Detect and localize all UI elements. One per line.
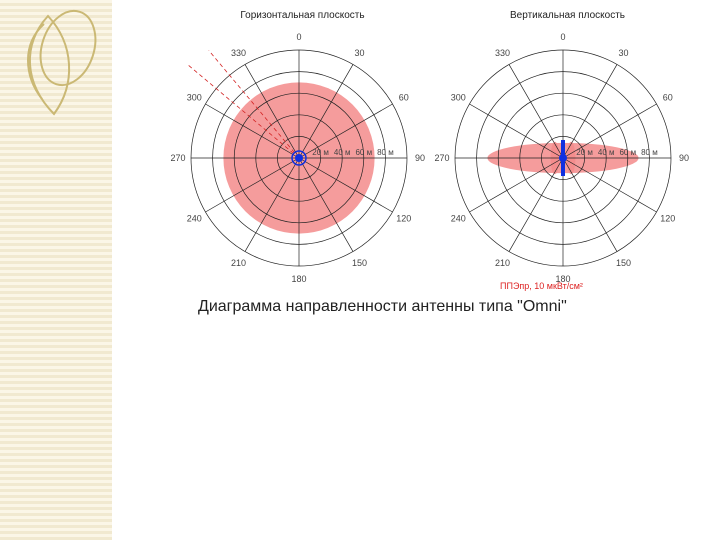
polar-vertical-svg: 030609012015018021024027030033020 м40 м6…: [438, 30, 688, 280]
polar-horizontal-svg: 030609012015018021024027030033020 м40 м6…: [174, 30, 424, 280]
polar-vertical: 030609012015018021024027030033020 м40 м6…: [438, 30, 688, 280]
svg-text:0: 0: [296, 32, 301, 42]
svg-text:60: 60: [399, 93, 409, 103]
svg-text:330: 330: [231, 48, 246, 58]
svg-text:210: 210: [495, 258, 510, 268]
svg-text:300: 300: [451, 93, 466, 103]
svg-text:40 м: 40 м: [598, 148, 615, 157]
svg-text:80 м: 80 м: [641, 148, 658, 157]
caption: Диаграмма направленности антенны типа "O…: [198, 296, 628, 318]
svg-text:180: 180: [291, 274, 306, 284]
svg-text:60: 60: [663, 93, 673, 103]
svg-text:30: 30: [354, 48, 364, 58]
svg-text:120: 120: [660, 214, 675, 224]
svg-text:0: 0: [560, 32, 565, 42]
svg-text:60 м: 60 м: [619, 148, 636, 157]
svg-text:150: 150: [352, 258, 367, 268]
leaf-decoration: [4, 4, 104, 124]
charts-panel: Горизонтальная плоскость Вертикальная пл…: [170, 8, 700, 288]
svg-text:20 м: 20 м: [312, 148, 329, 157]
svg-text:30: 30: [618, 48, 628, 58]
title-vertical: Вертикальная плоскость: [435, 10, 700, 21]
svg-text:80 м: 80 м: [377, 148, 394, 157]
svg-text:270: 270: [170, 153, 185, 163]
title-horizontal: Горизонтальная плоскость: [170, 10, 435, 21]
svg-text:270: 270: [434, 153, 449, 163]
svg-text:300: 300: [187, 93, 202, 103]
svg-text:40 м: 40 м: [334, 148, 351, 157]
legend-text: ППЭпр, 10 мкВт/см²: [500, 281, 583, 291]
page-root: Горизонтальная плоскость Вертикальная пл…: [0, 0, 720, 540]
svg-text:150: 150: [616, 258, 631, 268]
svg-text:20 м: 20 м: [576, 148, 593, 157]
svg-text:90: 90: [415, 153, 425, 163]
polar-horizontal: 030609012015018021024027030033020 м40 м6…: [174, 30, 424, 280]
svg-text:120: 120: [396, 214, 411, 224]
svg-text:240: 240: [451, 214, 466, 224]
svg-text:60 м: 60 м: [355, 148, 372, 157]
svg-text:240: 240: [187, 214, 202, 224]
svg-text:330: 330: [495, 48, 510, 58]
svg-text:210: 210: [231, 258, 246, 268]
svg-text:90: 90: [679, 153, 689, 163]
